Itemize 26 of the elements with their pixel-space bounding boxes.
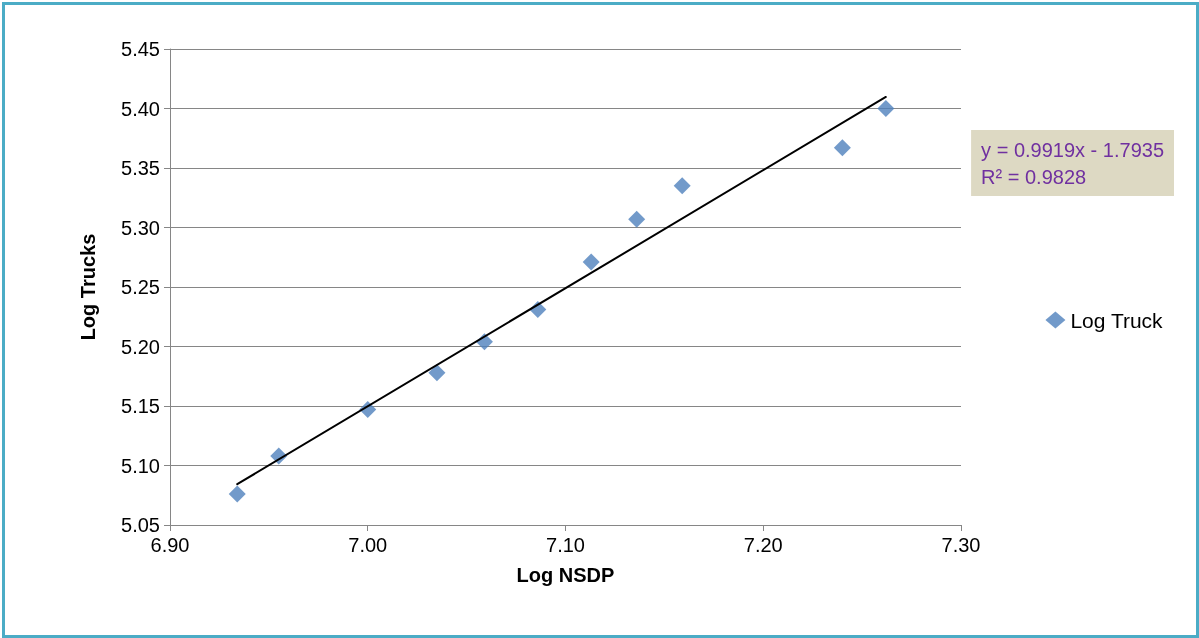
x-tick-label: 7.10 (546, 534, 585, 556)
point (428, 364, 446, 382)
legend-label: Log Truck (1070, 308, 1164, 332)
x-axis-title: Log NSDP (516, 564, 615, 586)
y-tick-label: 5.30 (121, 216, 160, 239)
y-tick-label: 5.20 (121, 335, 160, 358)
point (582, 253, 600, 271)
y-tick-label: 5.10 (121, 454, 160, 477)
point (833, 139, 851, 157)
y-tick-label: 5.35 (121, 157, 160, 179)
point (877, 100, 895, 117)
y-tick-label: 5.40 (121, 97, 160, 120)
y-tick-label: 5.25 (121, 276, 160, 298)
y-axis-title: Log Trucks (77, 233, 99, 341)
point (673, 177, 691, 195)
x-tick-label: 7.30 (941, 534, 981, 556)
point (228, 485, 246, 503)
text: y = 0.9919x - 1.7935 (981, 138, 1165, 161)
y-tick-label: 5.05 (121, 514, 160, 536)
x-tick-label: 6.90 (150, 534, 190, 556)
text: R² = 0.9828 (981, 165, 1087, 188)
y-tick-label: 5.15 (121, 395, 160, 417)
y-tick-label: 5.45 (121, 38, 160, 60)
x-tick-label: 7.20 (743, 534, 783, 556)
point (628, 210, 646, 228)
x-tick-label: 7.00 (348, 534, 388, 556)
